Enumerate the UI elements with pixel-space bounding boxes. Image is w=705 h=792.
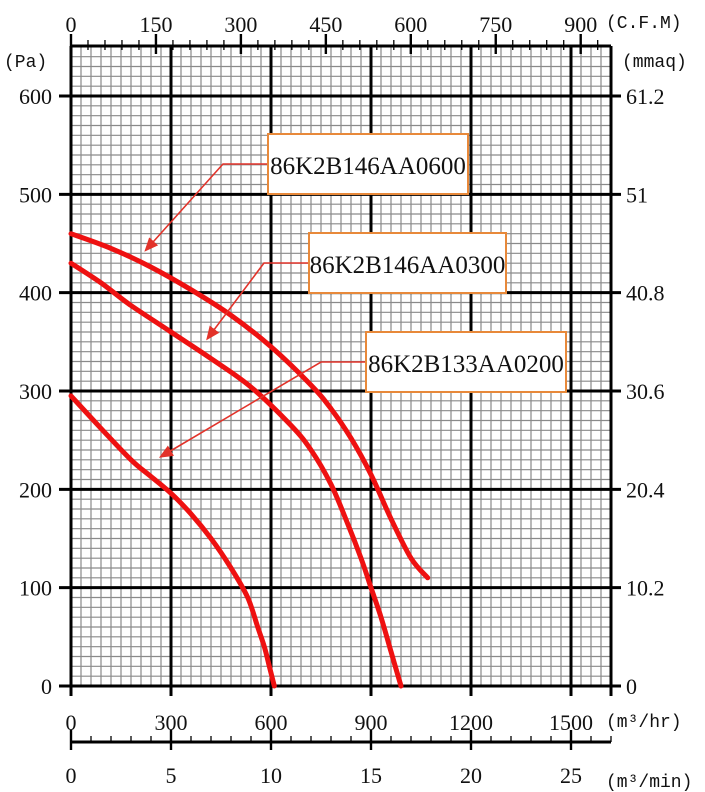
mmaq-tick-label: 20.4 (626, 477, 665, 502)
series-lines (68, 231, 431, 689)
callout-arrow (206, 262, 309, 341)
x-tick-label: 300 (155, 710, 188, 735)
callout-box (308, 232, 507, 294)
cfm-unit-label: (C.F.M) (606, 14, 682, 34)
mmaq-tick-label: 61.2 (626, 84, 665, 109)
cfm-tick-label: 900 (564, 12, 597, 37)
y-tick-label: 0 (41, 674, 52, 699)
series-line-86K2B133AA0200 (68, 393, 277, 689)
axes (69, 34, 613, 750)
m3min-tick-label: 25 (560, 763, 582, 788)
callout-label: 86K2B133AA0200 (368, 351, 564, 378)
mmaq-tick-label: 51 (626, 182, 648, 207)
x-tick-label: 1500 (549, 710, 593, 735)
callouts: 86K2B146AA0600 86K2B146AA0300 86K2B133AA02… (144, 133, 567, 458)
series-line-86K2B146AA0300 (68, 260, 404, 689)
x-tick-label: 600 (255, 710, 288, 735)
callout-label: 86K2B146AA0300 (310, 252, 506, 279)
x-unit-label: (m³/hr) (606, 713, 682, 733)
callout-label: 86K2B146AA0600 (270, 153, 466, 180)
series-line-86K2B146AA0600 (68, 231, 431, 581)
cfm-tick-label: 450 (309, 12, 342, 37)
tick-labels: 0 150 300 450 600 750 900 (C.F.M)0 5 10 15 20 25 (m³/… (4, 12, 692, 792)
m3min-tick-label: 15 (360, 763, 382, 788)
minor-grid (70, 46, 612, 687)
callout-box (267, 133, 469, 195)
m3min-unit-label: (m³/min) (606, 773, 692, 792)
y-tick-label: 400 (19, 281, 52, 306)
cfm-tick-label: 0 (66, 12, 77, 37)
mmaq-tick-label: 30.6 (626, 379, 665, 404)
y-tick-label: 100 (19, 576, 52, 601)
m3min-tick-label: 20 (460, 763, 482, 788)
m3min-tick-label: 5 (166, 763, 177, 788)
y-tick-label: 500 (19, 182, 52, 207)
callout-arrow (144, 163, 268, 252)
mmaq-tick-label: 10.2 (626, 576, 665, 601)
mmaq-unit-label: (mmaq) (622, 53, 687, 73)
x-tick-label: 900 (355, 710, 388, 735)
y-unit-label: (Pa) (4, 53, 47, 73)
cfm-tick-label: 750 (479, 12, 512, 37)
cfm-tick-label: 150 (139, 12, 172, 37)
callout-arrow (158, 361, 366, 458)
x-tick-label: 1200 (449, 710, 493, 735)
y-tick-label: 200 (19, 477, 52, 502)
x-tick-label: 0 (66, 710, 77, 735)
cfm-tick-label: 600 (394, 12, 427, 37)
y-tick-label: 300 (19, 379, 52, 404)
mmaq-tick-label: 0 (626, 674, 637, 699)
y-tick-label: 600 (19, 84, 52, 109)
cfm-tick-label: 300 (224, 12, 257, 37)
m3min-tick-label: 10 (260, 763, 282, 788)
mmaq-tick-label: 40.8 (626, 281, 665, 306)
callout-box (365, 331, 567, 393)
m3min-tick-label: 0 (66, 763, 77, 788)
